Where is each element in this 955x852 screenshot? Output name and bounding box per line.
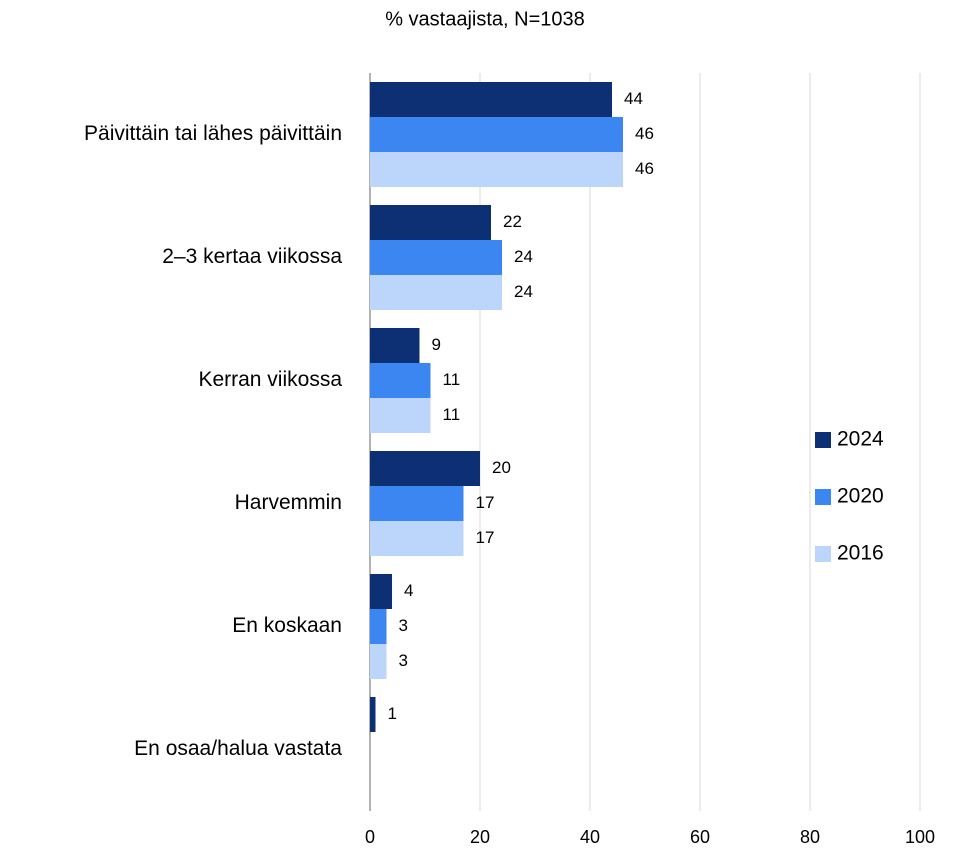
bar <box>370 521 464 556</box>
bar <box>370 609 387 644</box>
category-label: 2–3 kertaa viikossa <box>162 245 342 268</box>
value-label: 1 <box>388 704 397 723</box>
value-label: 17 <box>476 493 495 512</box>
category-label: En koskaan <box>232 614 342 637</box>
bar <box>370 398 431 433</box>
x-tick-label: 0 <box>365 827 375 847</box>
value-label: 44 <box>624 89 643 108</box>
legend-swatch <box>815 546 831 562</box>
category-label: Harvemmin <box>235 491 342 514</box>
category-label: En osaa/halua vastata <box>134 737 342 760</box>
x-tick-label: 80 <box>800 827 820 847</box>
legend-label: 2016 <box>837 542 884 565</box>
legend-label: 2020 <box>837 485 884 508</box>
legend-swatch <box>815 489 831 505</box>
value-label: 3 <box>399 616 408 635</box>
category-label: Kerran viikossa <box>198 368 342 391</box>
value-label: 24 <box>514 247 533 266</box>
bar <box>370 205 491 240</box>
value-label: 46 <box>635 159 654 178</box>
x-tick-label: 60 <box>690 827 710 847</box>
value-label: 22 <box>503 212 522 231</box>
bar <box>370 328 420 363</box>
value-label: 46 <box>635 124 654 143</box>
value-label: 11 <box>443 370 461 389</box>
value-label: 3 <box>399 651 408 670</box>
bar <box>370 363 431 398</box>
bar <box>370 275 502 310</box>
value-label: 4 <box>404 581 413 600</box>
bar <box>370 240 502 275</box>
value-label: 11 <box>443 405 461 424</box>
value-label: 20 <box>492 458 511 477</box>
bar <box>370 82 612 117</box>
value-label: 9 <box>432 335 441 354</box>
bar <box>370 574 392 609</box>
bar <box>370 152 623 187</box>
bar <box>370 486 464 521</box>
chart-title: % vastaajista, N=1038 <box>385 8 585 30</box>
legend-swatch <box>815 432 831 448</box>
bar <box>370 451 480 486</box>
x-tick-label: 100 <box>905 827 935 847</box>
legend-label: 2024 <box>837 428 884 451</box>
bar <box>370 117 623 152</box>
bar <box>370 644 387 679</box>
x-tick-label: 40 <box>580 827 600 847</box>
value-label: 17 <box>476 528 495 547</box>
value-label: 24 <box>514 282 533 301</box>
bar <box>370 697 376 732</box>
x-tick-label: 20 <box>470 827 490 847</box>
category-label: Päivittäin tai lähes päivittäin <box>84 122 342 145</box>
